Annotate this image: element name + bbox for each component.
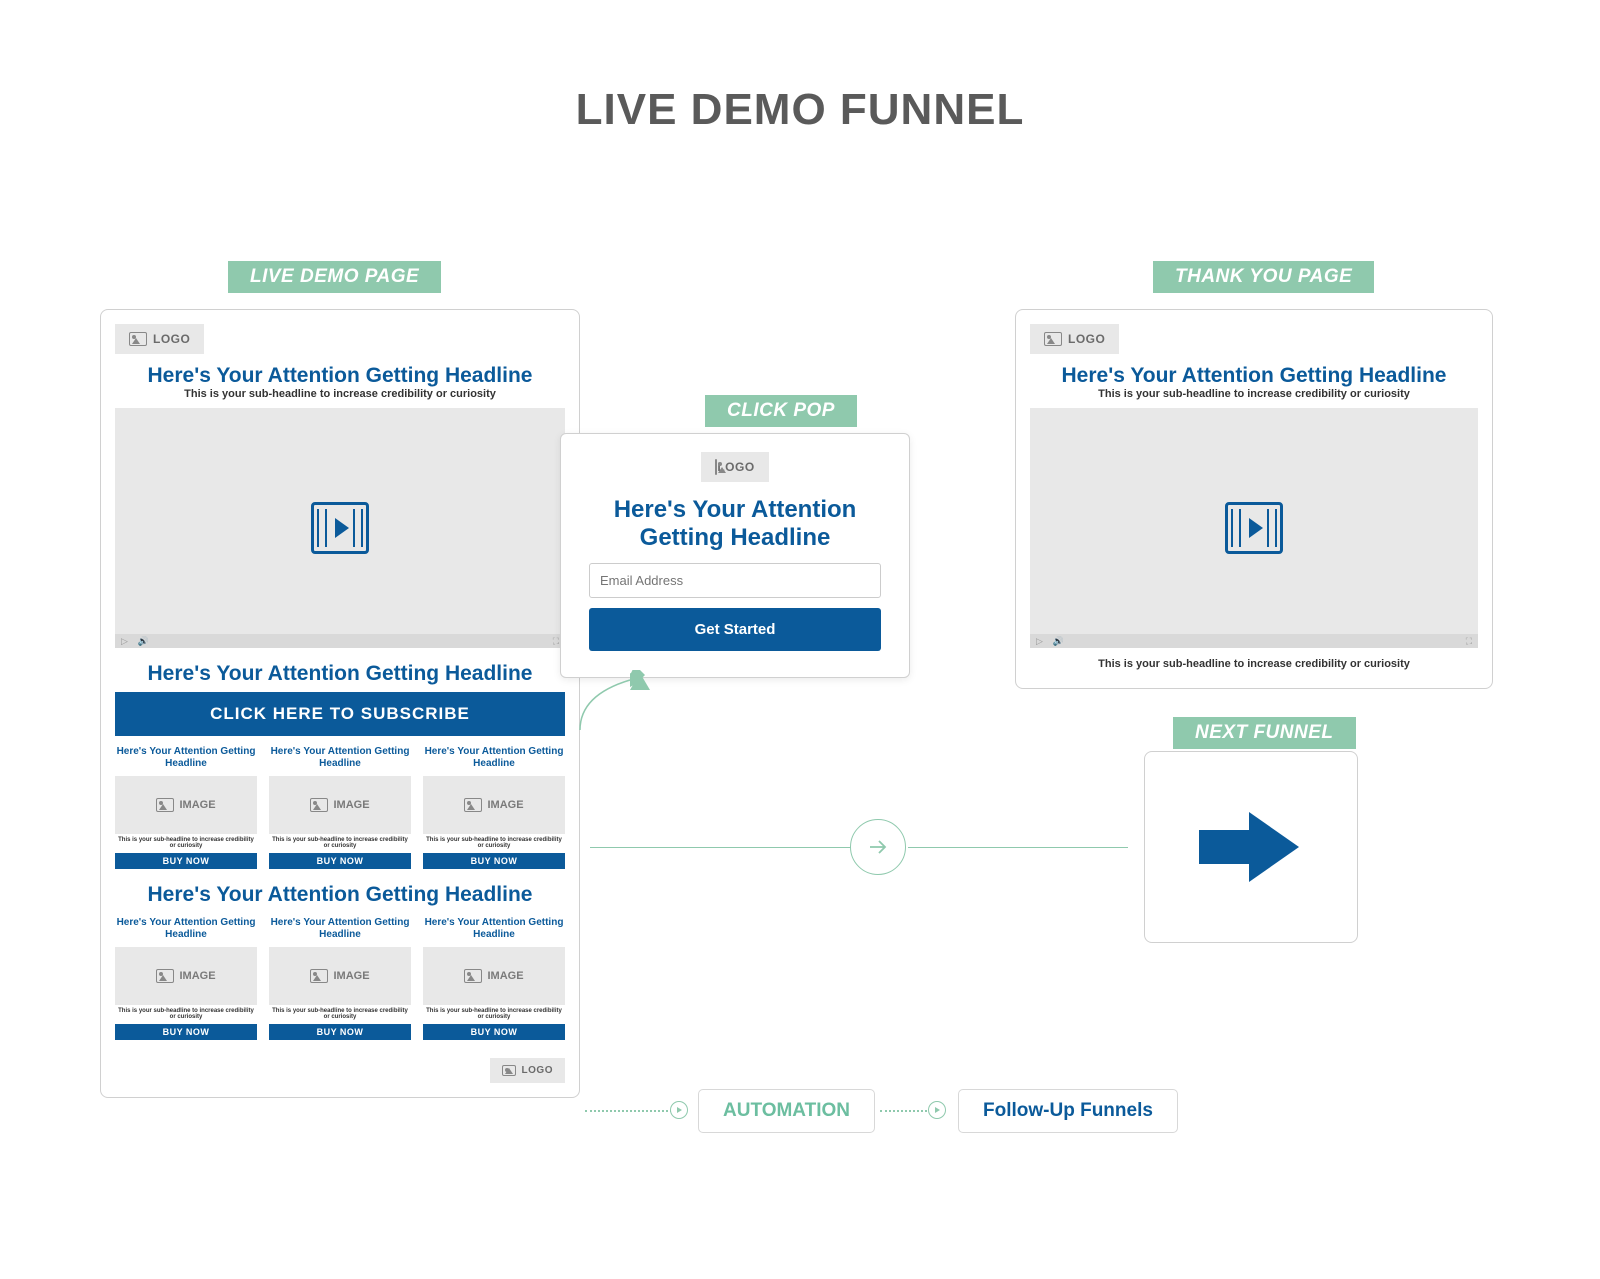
subheadline: This is your sub-headline to increase cr… [1030,388,1478,400]
tag-live-demo: LIVE DEMO PAGE [228,261,441,293]
tag-click-pop: CLICK POP [705,395,857,427]
video-icon [1225,502,1283,554]
get-started-button[interactable]: Get Started [589,608,881,651]
flow-dot-node [670,1101,688,1119]
automation-label: AUTOMATION [698,1089,875,1133]
subscribe-button[interactable]: CLICK HERE TO SUBSCRIBE [115,692,565,736]
card-sub: This is your sub-headline to increase cr… [115,837,257,849]
logo-placeholder: LOGO [701,452,768,482]
card-headline: Here's Your Attention Getting Headline [115,917,257,941]
product-card: Here's Your Attention Getting Headline I… [269,917,411,1040]
image-icon [502,1065,516,1076]
headline-3: Here's Your Attention Getting Headline [115,883,565,907]
image-placeholder: IMAGE [423,776,565,834]
card-sub: This is your sub-headline to increase cr… [115,1008,257,1020]
subheadline-2: This is your sub-headline to increase cr… [1030,658,1478,670]
click-pop-panel: LOGO Here's Your Attention Getting Headl… [560,433,910,678]
logo-placeholder: LOGO [115,324,204,354]
video-placeholder[interactable]: ▷🔊⛶ [1030,408,1478,648]
buy-button[interactable]: BUY NOW [269,1024,411,1040]
buy-button[interactable]: BUY NOW [423,1024,565,1040]
card-headline: Here's Your Attention Getting Headline [269,917,411,941]
followup-label: Follow-Up Funnels [958,1089,1178,1133]
thank-you-panel: LOGO Here's Your Attention Getting Headl… [1015,309,1493,689]
product-card: Here's Your Attention Getting Headline I… [423,917,565,1040]
live-demo-panel: LOGO Here's Your Attention Getting Headl… [100,309,580,1098]
logo-placeholder: LOGO [1030,324,1119,354]
arrowhead-icon [620,665,660,705]
image-icon [1044,332,1062,346]
popup-headline: Here's Your Attention Getting Headline [589,496,881,551]
image-placeholder: IMAGE [269,947,411,1005]
buy-button[interactable]: BUY NOW [423,853,565,869]
buy-button[interactable]: BUY NOW [115,1024,257,1040]
product-card: Here's Your Attention Getting Headline I… [115,917,257,1040]
dotted-flow [585,1110,680,1112]
arrow-right-icon [866,835,890,859]
image-icon [464,969,482,983]
card-headline: Here's Your Attention Getting Headline [115,746,257,770]
video-controls[interactable]: ▷🔊⛶ [1030,634,1478,648]
image-icon [129,332,147,346]
product-grid-1: Here's Your Attention Getting Headline I… [115,746,565,869]
product-grid-2: Here's Your Attention Getting Headline I… [115,917,565,1040]
flow-dot-node [928,1101,946,1119]
image-placeholder: IMAGE [423,947,565,1005]
card-sub: This is your sub-headline to increase cr… [423,837,565,849]
image-placeholder: IMAGE [115,776,257,834]
image-icon [464,798,482,812]
card-headline: Here's Your Attention Getting Headline [269,746,411,770]
buy-button[interactable]: BUY NOW [115,853,257,869]
flow-node [850,819,906,875]
image-icon [156,798,174,812]
buy-button[interactable]: BUY NOW [269,853,411,869]
logo-placeholder-footer: LOGO [490,1058,565,1083]
image-placeholder: IMAGE [115,947,257,1005]
video-icon [311,502,369,554]
flow-line [908,847,1128,848]
card-sub: This is your sub-headline to increase cr… [423,1008,565,1020]
headline: Here's Your Attention Getting Headline [115,364,565,388]
headline: Here's Your Attention Getting Headline [1030,364,1478,388]
image-icon [156,969,174,983]
image-icon [310,969,328,983]
page-title: LIVE DEMO FUNNEL [0,85,1600,135]
image-placeholder: IMAGE [269,776,411,834]
next-funnel-box[interactable] [1144,751,1358,943]
email-input[interactable] [589,563,881,598]
product-card: Here's Your Attention Getting Headline I… [423,746,565,869]
card-headline: Here's Your Attention Getting Headline [423,746,565,770]
arrow-right-icon [1249,812,1299,882]
subheadline: This is your sub-headline to increase cr… [115,388,565,400]
tag-next-funnel: NEXT FUNNEL [1173,717,1356,749]
product-card: Here's Your Attention Getting Headline I… [269,746,411,869]
card-sub: This is your sub-headline to increase cr… [269,1008,411,1020]
card-headline: Here's Your Attention Getting Headline [423,917,565,941]
product-card: Here's Your Attention Getting Headline I… [115,746,257,869]
flow-line [590,847,852,848]
image-icon [310,798,328,812]
dotted-flow [880,1110,935,1112]
tag-thank-you: THANK YOU PAGE [1153,261,1374,293]
video-controls[interactable]: ▷🔊⛶ [115,634,565,648]
headline-2: Here's Your Attention Getting Headline [115,662,565,686]
card-sub: This is your sub-headline to increase cr… [269,837,411,849]
video-placeholder[interactable]: ▷🔊⛶ [115,408,565,648]
